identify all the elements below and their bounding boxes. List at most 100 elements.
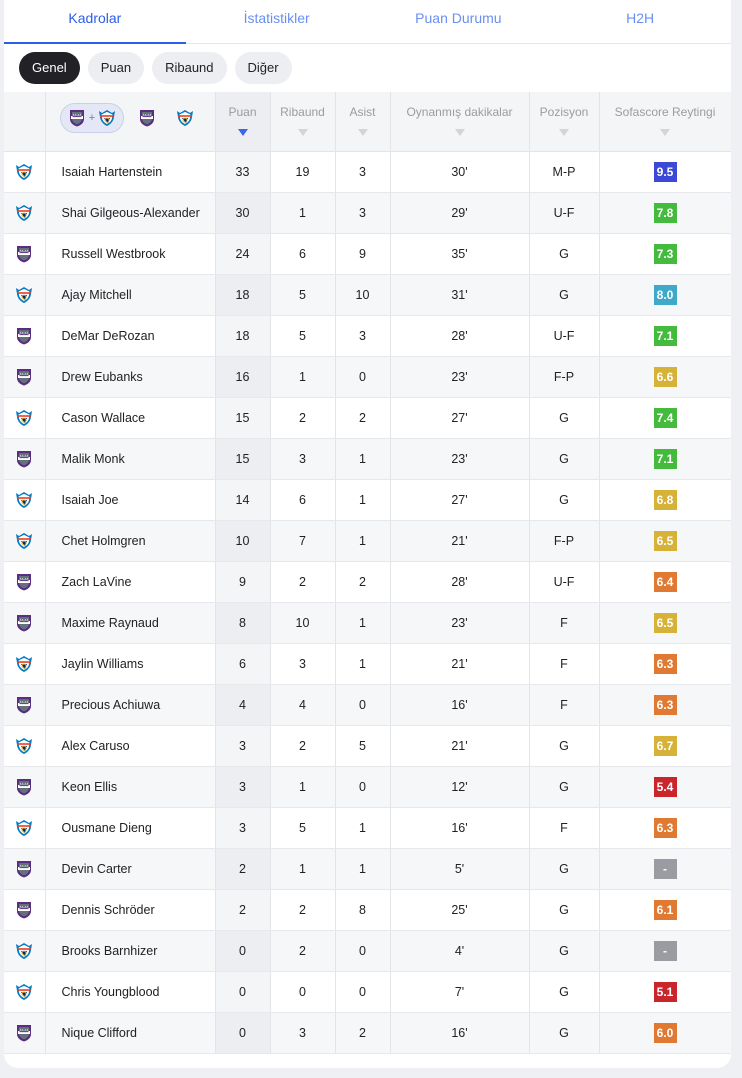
player-name[interactable]: Ajay Mitchell bbox=[45, 274, 216, 316]
player-name[interactable]: Cason Wallace bbox=[45, 397, 216, 439]
minutes-cell: 28' bbox=[390, 561, 530, 603]
player-name[interactable]: Jaylin Williams bbox=[45, 643, 216, 685]
team-logo-cell bbox=[4, 192, 46, 234]
table-row[interactable]: Brooks Barnhizer 0 2 0 4' G - bbox=[4, 930, 731, 972]
table-row[interactable]: Jaylin Williams 6 3 1 21' F 6.3 bbox=[4, 643, 731, 685]
player-name[interactable]: DeMar DeRozan bbox=[45, 315, 216, 357]
team-logo-cell bbox=[4, 971, 46, 1013]
rating-cell: 6.3 bbox=[599, 807, 731, 849]
chip-diger[interactable]: Diğer bbox=[234, 52, 292, 84]
minutes-cell: 16' bbox=[390, 684, 530, 726]
table-row[interactable]: Cason Wallace 15 2 2 27' G 7.4 bbox=[4, 397, 731, 439]
player-name[interactable]: Shai Gilgeous-Alexander bbox=[45, 192, 216, 234]
player-name[interactable]: Maxime Raynaud bbox=[45, 602, 216, 644]
position-cell: M-P bbox=[529, 151, 600, 193]
minutes-cell: 27' bbox=[390, 397, 530, 439]
player-name[interactable]: Nique Clifford bbox=[45, 1012, 216, 1054]
position-cell: G bbox=[529, 233, 600, 275]
player-name[interactable]: Ousmane Dieng bbox=[45, 807, 216, 849]
chip-puan[interactable]: Puan bbox=[87, 52, 145, 84]
team-logo-cell bbox=[4, 643, 46, 685]
okc-thunder-logo-icon bbox=[14, 490, 34, 510]
rating-cell: 7.1 bbox=[599, 438, 731, 480]
okc-thunder-logo-icon bbox=[14, 285, 34, 305]
chip-genel[interactable]: Genel bbox=[19, 52, 80, 84]
chip-ribaund[interactable]: Ribaund bbox=[152, 52, 227, 84]
player-name[interactable]: Russell Westbrook bbox=[45, 233, 216, 275]
header-asist[interactable]: Asist bbox=[335, 92, 391, 152]
table-row[interactable]: Isaiah Joe 14 6 1 27' G 6.8 bbox=[4, 479, 731, 521]
table-row[interactable]: Russell Westbrook 24 6 9 35' G 7.3 bbox=[4, 233, 731, 275]
team-logo-cell bbox=[4, 766, 46, 808]
okc-thunder-logo-icon bbox=[14, 982, 34, 1002]
rebounds-cell: 2 bbox=[270, 889, 336, 931]
table-row[interactable]: Shai Gilgeous-Alexander 30 1 3 29' U-F 7.8 bbox=[4, 192, 731, 234]
table-row[interactable]: Drew Eubanks 16 1 0 23' F-P 6.6 bbox=[4, 356, 731, 398]
minutes-cell: 25' bbox=[390, 889, 530, 931]
sac-team-filter[interactable] bbox=[132, 103, 162, 133]
player-name[interactable]: Malik Monk bbox=[45, 438, 216, 480]
team-logo-cell bbox=[4, 315, 46, 357]
table-row[interactable]: Chet Holmgren 10 7 1 21' F-P 6.5 bbox=[4, 520, 731, 562]
assists-cell: 9 bbox=[335, 233, 391, 275]
table-row[interactable]: Devin Carter 2 1 1 5' G - bbox=[4, 848, 731, 890]
rating-cell: 7.3 bbox=[599, 233, 731, 275]
table-row[interactable]: DeMar DeRozan 18 5 3 28' U-F 7.1 bbox=[4, 315, 731, 357]
rebounds-cell: 7 bbox=[270, 520, 336, 562]
player-name[interactable]: Chris Youngblood bbox=[45, 971, 216, 1013]
player-name[interactable]: Chet Holmgren bbox=[45, 520, 216, 562]
table-row[interactable]: Nique Clifford 0 3 2 16' G 6.0 bbox=[4, 1012, 731, 1054]
header-pozisyon[interactable]: Pozisyon bbox=[529, 92, 600, 152]
rating-badge: 6.3 bbox=[653, 694, 677, 715]
table-row[interactable]: Zach LaVine 9 2 2 28' U-F 6.4 bbox=[4, 561, 731, 603]
rating-cell: 7.1 bbox=[599, 315, 731, 357]
tab-h2h[interactable]: H2H bbox=[626, 10, 655, 26]
rebounds-cell: 2 bbox=[270, 561, 336, 603]
player-name[interactable]: Alex Caruso bbox=[45, 725, 216, 767]
rating-cell: 6.5 bbox=[599, 602, 731, 644]
table-row[interactable]: Maxime Raynaud 8 10 1 23' F 6.5 bbox=[4, 602, 731, 644]
table-row[interactable]: Dennis Schröder 2 2 8 25' G 6.1 bbox=[4, 889, 731, 931]
tab-puan-durumu[interactable]: Puan Durumu bbox=[415, 10, 502, 26]
table-row[interactable]: Malik Monk 15 3 1 23' G 7.1 bbox=[4, 438, 731, 480]
table-row[interactable]: Chris Youngblood 0 0 0 7' G 5.1 bbox=[4, 971, 731, 1013]
table-row[interactable]: Keon Ellis 3 1 0 12' G 5.4 bbox=[4, 766, 731, 808]
okc-team-filter[interactable] bbox=[170, 103, 200, 133]
player-name[interactable]: Zach LaVine bbox=[45, 561, 216, 603]
assists-cell: 1 bbox=[335, 520, 391, 562]
player-name[interactable]: Precious Achiuwa bbox=[45, 684, 216, 726]
minutes-cell: 7' bbox=[390, 971, 530, 1013]
rebounds-cell: 10 bbox=[270, 602, 336, 644]
player-name[interactable]: Isaiah Hartenstein bbox=[45, 151, 216, 193]
table-row[interactable]: Isaiah Hartenstein 33 19 3 30' M-P 9.5 bbox=[4, 151, 731, 193]
both-teams-filter[interactable]: + bbox=[59, 103, 125, 133]
tab-kadrolar[interactable]: Kadrolar bbox=[4, 0, 186, 44]
assists-cell: 1 bbox=[335, 602, 391, 644]
player-name[interactable]: Keon Ellis bbox=[45, 766, 216, 808]
rating-cell: - bbox=[599, 848, 731, 890]
assists-cell: 5 bbox=[335, 725, 391, 767]
position-cell: G bbox=[529, 725, 600, 767]
minutes-cell: 21' bbox=[390, 643, 530, 685]
sac-kings-logo-icon bbox=[14, 613, 34, 633]
player-name[interactable]: Dennis Schröder bbox=[45, 889, 216, 931]
header-ribaund[interactable]: Ribaund bbox=[270, 92, 336, 152]
rating-badge: 6.8 bbox=[653, 489, 677, 510]
table-row[interactable]: Ajay Mitchell 18 5 10 31' G 8.0 bbox=[4, 274, 731, 316]
header-dakika-label: Oynanmış dakikalar bbox=[406, 105, 513, 119]
player-name[interactable]: Devin Carter bbox=[45, 848, 216, 890]
player-name[interactable]: Isaiah Joe bbox=[45, 479, 216, 521]
table-row[interactable]: Alex Caruso 3 2 5 21' G 6.7 bbox=[4, 725, 731, 767]
player-name[interactable]: Brooks Barnhizer bbox=[45, 930, 216, 972]
table-row[interactable]: Precious Achiuwa 4 4 0 16' F 6.3 bbox=[4, 684, 731, 726]
player-name[interactable]: Drew Eubanks bbox=[45, 356, 216, 398]
sac-kings-logo-icon bbox=[14, 244, 34, 264]
header-puan[interactable]: Puan bbox=[215, 92, 271, 152]
team-logo-cell bbox=[4, 725, 46, 767]
position-cell: G bbox=[529, 1012, 600, 1054]
table-row[interactable]: Ousmane Dieng 3 5 1 16' F 6.3 bbox=[4, 807, 731, 849]
tab-istatistikler[interactable]: İstatistikler bbox=[243, 10, 310, 26]
rating-cell: 6.0 bbox=[599, 1012, 731, 1054]
header-dakika[interactable]: Oynanmış dakikalar bbox=[390, 92, 530, 152]
header-reyting[interactable]: Sofascore Reytingi bbox=[599, 92, 731, 152]
